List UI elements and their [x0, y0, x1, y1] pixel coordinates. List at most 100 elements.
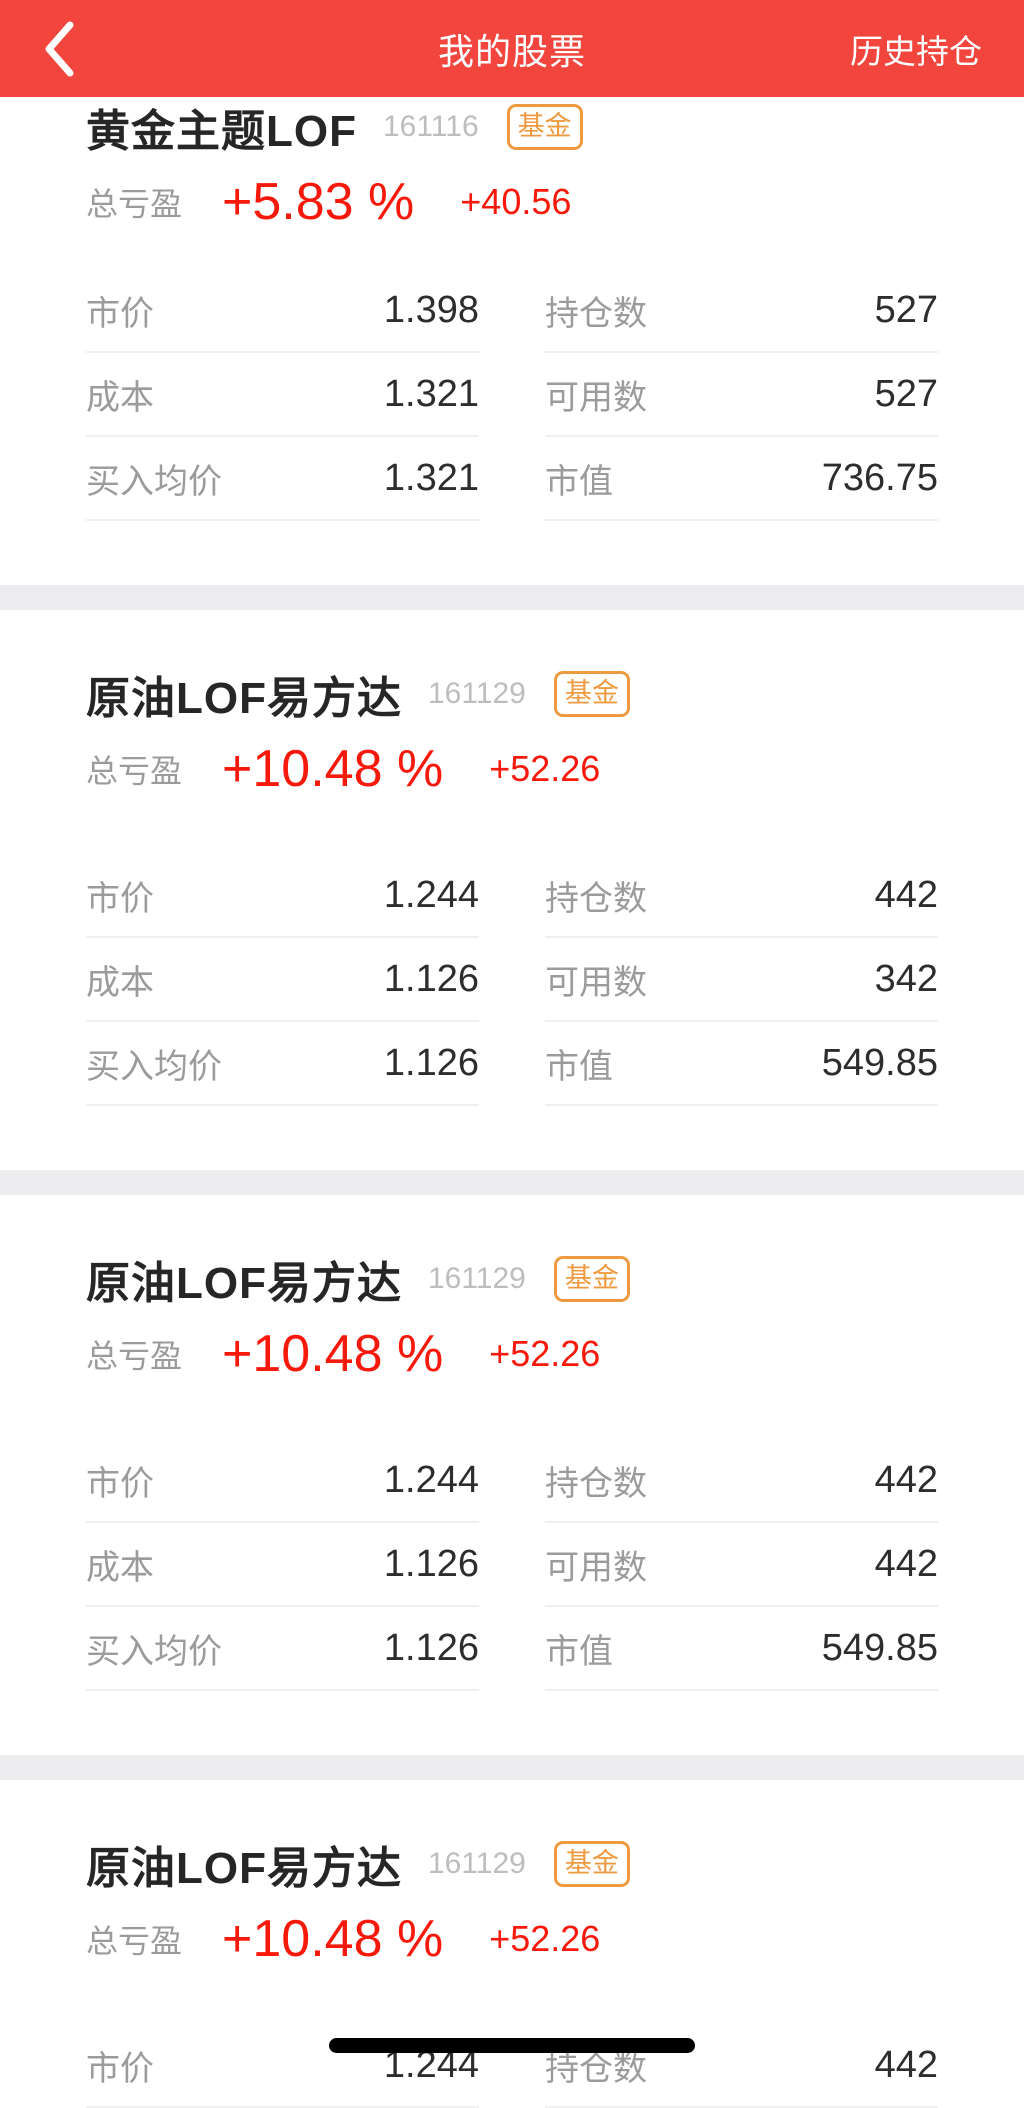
- page-title: 我的股票: [437, 30, 587, 72]
- holding-card[interactable]: 黄金主题LOF 161116 基金 总亏盈 +5.83 % +40.56 市价 …: [0, 97, 1024, 585]
- profit-amount: +52.26: [489, 748, 601, 789]
- holding-card[interactable]: 原油LOF易方达 161129 基金 总亏盈 +10.48 % +52.26 市…: [0, 610, 1024, 1170]
- detail-label: 可用数: [545, 378, 647, 417]
- detail-grid: 市价 1.244 成本 1.126 买入均价 1.126 持仓数 442 可用数…: [86, 854, 938, 1106]
- profit-label: 总亏盈: [86, 1338, 183, 1374]
- back-button[interactable]: [42, 14, 102, 84]
- detail-row-cost: 成本 1.126: [86, 938, 479, 1022]
- detail-row-position-qty: 持仓数 442: [545, 854, 938, 938]
- detail-value: 1.126: [383, 1626, 479, 1669]
- detail-label: 市价: [86, 1464, 154, 1503]
- detail-label: 持仓数: [545, 879, 647, 918]
- holding-card[interactable]: 原油LOF易方达 161129 基金 总亏盈 +10.48 % +52.26 市…: [0, 1195, 1024, 1755]
- detail-row-market-value: 市值 736.75: [545, 437, 938, 521]
- holding-card[interactable]: 原油LOF易方达 161129 基金 总亏盈 +10.48 % +52.26 市…: [0, 1780, 1024, 2108]
- detail-value: 1.321: [383, 372, 479, 415]
- detail-row-position-qty: 持仓数 527: [545, 269, 938, 353]
- profit-row: 总亏盈 +10.48 % +52.26: [86, 1910, 938, 1968]
- detail-value: 1.126: [383, 1041, 479, 1084]
- detail-row-market-price: 市价 1.244: [86, 1439, 479, 1523]
- fund-name: 原油LOF易方达: [86, 674, 402, 723]
- detail-value: 1.244: [383, 873, 479, 916]
- profit-row: 总亏盈 +10.48 % +52.26: [86, 1325, 938, 1383]
- detail-row-avg-buy-price: 买入均价 1.321: [86, 437, 479, 521]
- home-indicator[interactable]: [329, 2038, 695, 2053]
- detail-value: 736.75: [821, 456, 938, 499]
- profit-row: 总亏盈 +10.48 % +52.26: [86, 740, 938, 798]
- detail-value: 1.398: [383, 288, 479, 331]
- profit-percent: +5.83 %: [222, 173, 415, 231]
- detail-value: 1.126: [383, 957, 479, 1000]
- profit-percent: +10.48 %: [222, 740, 444, 798]
- back-chevron-icon: [45, 21, 74, 76]
- fund-type-badge: 基金: [506, 104, 583, 150]
- detail-label: 可用数: [545, 1548, 647, 1587]
- detail-value: 442: [874, 1458, 938, 1501]
- detail-row-market-value: 市值 549.85: [545, 1022, 938, 1106]
- detail-value: 549.85: [821, 1041, 938, 1084]
- profit-amount: +52.26: [489, 1918, 601, 1959]
- detail-value: 1.126: [383, 1542, 479, 1585]
- fund-code: 161129: [427, 677, 526, 710]
- detail-row-market-price: 市价 1.398: [86, 269, 479, 353]
- app-header: 我的股票 历史持仓: [0, 0, 1024, 97]
- detail-row-position-qty: 持仓数 442: [545, 2024, 938, 2108]
- detail-label: 市价: [86, 879, 154, 918]
- detail-label: 市价: [86, 2049, 154, 2088]
- detail-grid: 市价 1.244 成本 1.126 买入均价 1.126 持仓数 442 可用数…: [86, 1439, 938, 1691]
- detail-label: 买入均价: [86, 1047, 222, 1086]
- history-positions-link[interactable]: 历史持仓: [850, 32, 982, 70]
- profit-row: 总亏盈 +5.83 % +40.56: [86, 173, 938, 231]
- card-header: 黄金主题LOF 161116 基金: [86, 101, 938, 156]
- fund-name: 黄金主题LOF: [86, 107, 357, 156]
- fund-type-badge: 基金: [553, 1256, 630, 1302]
- detail-label: 市值: [545, 1047, 613, 1086]
- profit-amount: +52.26: [489, 1333, 601, 1374]
- fund-type-badge: 基金: [553, 1841, 630, 1887]
- detail-row-available-qty: 可用数 527: [545, 353, 938, 437]
- card-header: 原油LOF易方达 161129 基金: [86, 668, 938, 723]
- profit-label: 总亏盈: [86, 1923, 183, 1959]
- detail-label: 市价: [86, 294, 154, 333]
- detail-label: 可用数: [545, 963, 647, 1002]
- detail-label: 买入均价: [86, 462, 222, 501]
- section-divider: [0, 585, 1024, 610]
- detail-value: 527: [874, 288, 938, 331]
- detail-row-market-value: 市值 549.85: [545, 1607, 938, 1691]
- fund-code: 161129: [427, 1262, 526, 1295]
- detail-label: 市值: [545, 1632, 613, 1671]
- section-divider: [0, 1170, 1024, 1195]
- profit-percent: +10.48 %: [222, 1910, 444, 1968]
- detail-value: 342: [874, 957, 938, 1000]
- detail-grid: 市价 1.398 成本 1.321 买入均价 1.321 持仓数 527 可用数…: [86, 269, 938, 521]
- profit-label: 总亏盈: [86, 753, 183, 789]
- detail-row-avg-buy-price: 买入均价 1.126: [86, 1607, 479, 1691]
- detail-row-available-qty: 可用数 442: [545, 1523, 938, 1607]
- detail-label: 买入均价: [86, 1632, 222, 1671]
- detail-row-cost: 成本 1.321: [86, 353, 479, 437]
- detail-value: 549.85: [821, 1626, 938, 1669]
- fund-name: 原油LOF易方达: [86, 1844, 402, 1893]
- card-header: 原油LOF易方达 161129 基金: [86, 1838, 938, 1893]
- card-header: 原油LOF易方达 161129 基金: [86, 1253, 938, 1308]
- detail-row-market-price: 市价 1.244: [86, 854, 479, 938]
- detail-row-avg-buy-price: 买入均价 1.126: [86, 1022, 479, 1106]
- fund-type-badge: 基金: [553, 671, 630, 717]
- section-divider: [0, 1755, 1024, 1780]
- detail-value: 442: [874, 2043, 938, 2086]
- profit-amount: +40.56: [460, 181, 572, 222]
- detail-row-available-qty: 可用数 342: [545, 938, 938, 1022]
- detail-label: 成本: [86, 378, 154, 417]
- profit-label: 总亏盈: [86, 186, 183, 222]
- detail-label: 持仓数: [545, 1464, 647, 1503]
- profit-percent: +10.48 %: [222, 1325, 444, 1383]
- fund-code: 161129: [427, 1847, 526, 1880]
- detail-label: 持仓数: [545, 294, 647, 333]
- detail-grid: 市价 1.244 持仓数 442: [86, 2024, 938, 2108]
- detail-value: 442: [874, 1542, 938, 1585]
- detail-row-cost: 成本 1.126: [86, 1523, 479, 1607]
- detail-value: 1.244: [383, 1458, 479, 1501]
- detail-label: 成本: [86, 963, 154, 1002]
- fund-code: 161116: [382, 110, 479, 143]
- detail-row-position-qty: 持仓数 442: [545, 1439, 938, 1523]
